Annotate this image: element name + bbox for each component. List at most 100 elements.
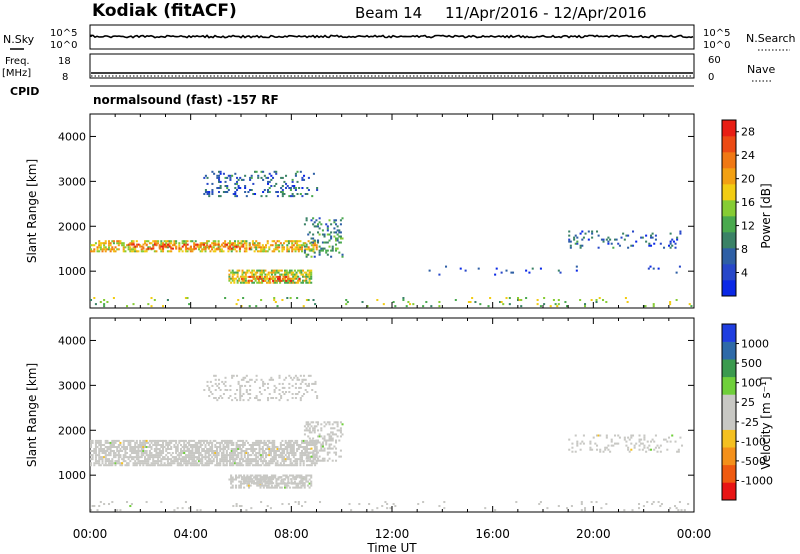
data-cell — [307, 459, 310, 462]
data-cell — [304, 452, 307, 455]
data-cell — [145, 454, 148, 457]
data-cell — [487, 305, 490, 308]
data-cell — [297, 279, 300, 282]
data-cell — [98, 448, 101, 451]
data-cell — [90, 462, 93, 465]
data-cell — [114, 446, 117, 449]
data-cell — [234, 172, 237, 175]
data-cell — [328, 421, 331, 424]
data-cell — [216, 464, 219, 467]
data-cell — [288, 382, 291, 385]
data-cell — [207, 462, 210, 465]
data-cell — [271, 444, 274, 447]
data-cell — [231, 374, 234, 377]
data-cell — [127, 444, 130, 447]
data-cell — [235, 478, 238, 481]
data-cell — [574, 434, 577, 437]
data-cell — [282, 273, 285, 276]
data-cell — [276, 446, 279, 449]
data-cell — [283, 460, 286, 463]
data-cell — [602, 299, 605, 302]
data-cell — [247, 476, 250, 479]
data-cell — [117, 439, 120, 442]
data-cell — [242, 446, 245, 449]
data-cell — [263, 458, 266, 461]
data-cell — [376, 299, 379, 302]
data-cell — [335, 247, 338, 250]
data-cell — [212, 242, 215, 245]
colorbar-tick-label: -1000 — [741, 474, 773, 487]
data-cell — [305, 476, 308, 479]
data-cell — [233, 478, 236, 481]
data-cell — [331, 437, 334, 440]
data-cell — [184, 456, 187, 459]
data-cell — [307, 441, 310, 444]
data-cell — [258, 452, 261, 455]
data-cell — [181, 439, 184, 442]
data-cell — [208, 193, 211, 196]
data-cell — [280, 395, 283, 398]
data-cell — [261, 275, 264, 278]
data-cell — [204, 458, 207, 461]
data-cell — [226, 176, 229, 179]
data-cell — [121, 464, 124, 467]
data-cell — [256, 271, 259, 274]
data-cell — [307, 374, 310, 377]
data-cell — [582, 442, 585, 445]
data-cell — [254, 279, 257, 282]
data-cell — [297, 244, 300, 247]
data-cell — [312, 429, 315, 432]
data-cell — [168, 244, 171, 247]
data-cell — [299, 386, 302, 389]
data-cell — [152, 462, 155, 465]
data-cell — [175, 240, 178, 243]
data-cell — [193, 452, 196, 455]
data-cell — [318, 455, 321, 458]
data-cell — [312, 248, 315, 251]
data-cell — [279, 486, 282, 489]
data-cell — [307, 464, 310, 467]
data-cell — [617, 442, 620, 445]
data-cell — [597, 434, 600, 437]
data-cell — [328, 435, 331, 438]
data-cell — [326, 439, 329, 442]
data-cell — [266, 446, 269, 449]
data-cell — [140, 250, 143, 253]
data-cell — [309, 464, 312, 467]
x-axis-ticks: 00:00 04:00 08:00 12:00 16:00 20:00 00:00 — [73, 527, 712, 541]
data-cell — [402, 299, 405, 302]
data-cell — [321, 241, 324, 244]
data-cell — [237, 439, 240, 442]
data-cell — [477, 267, 480, 270]
data-cell — [267, 478, 270, 481]
data-cell — [239, 482, 242, 485]
data-cell — [255, 246, 258, 249]
data-cell — [229, 176, 232, 179]
data-cell — [259, 271, 262, 274]
data-cell — [539, 501, 542, 504]
data-cell — [323, 437, 326, 440]
data-cell — [173, 446, 176, 449]
data-cell — [330, 255, 333, 258]
data-cell — [275, 482, 278, 485]
data-cell — [275, 172, 278, 175]
data-cell — [211, 452, 214, 455]
data-cell — [312, 299, 315, 302]
data-cell — [145, 439, 148, 442]
data-cell — [312, 233, 315, 236]
data-cell — [500, 301, 503, 304]
data-cell — [292, 271, 295, 274]
data-cell — [201, 450, 204, 453]
data-cell — [184, 462, 187, 465]
data-cell — [681, 444, 684, 447]
data-cell — [302, 242, 305, 245]
data-cell — [242, 464, 245, 467]
data-cell — [282, 482, 285, 485]
data-cell — [104, 446, 107, 449]
data-cell — [267, 399, 270, 402]
data-cell — [296, 240, 299, 243]
data-cell — [292, 275, 295, 278]
data-cell — [303, 174, 306, 177]
data-cell — [663, 438, 666, 441]
data-cell — [137, 448, 140, 451]
